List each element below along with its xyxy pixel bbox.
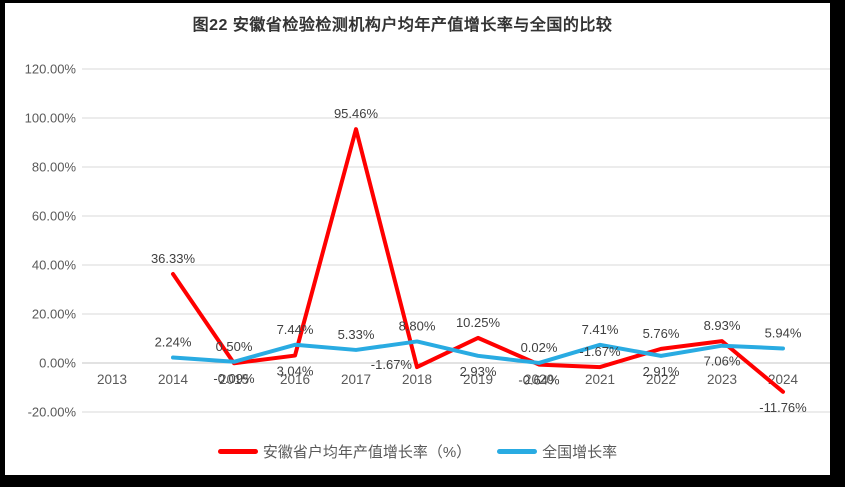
- x-axis-year-label: 2015: [219, 372, 249, 387]
- data-label: -11.76%: [759, 400, 807, 415]
- data-label: 7.44%: [277, 322, 314, 337]
- y-axis-tick-label: 80.00%: [32, 160, 77, 175]
- data-label: 5.33%: [338, 327, 375, 342]
- data-label: 36.33%: [151, 251, 196, 266]
- national-line: [171, 339, 785, 365]
- data-label: 3.04%: [277, 364, 314, 379]
- data-label: -1.67%: [371, 357, 413, 372]
- y-axis-tick-label: 60.00%: [32, 209, 77, 224]
- data-label: 7.41%: [582, 322, 619, 337]
- data-label: 8.93%: [704, 318, 741, 333]
- data-label: 10.25%: [456, 315, 501, 330]
- chart-title: 图22 安徽省检验检测机构户均年产值增长率与全国的比较: [192, 17, 613, 34]
- y-axis-tick-label: 120.00%: [25, 62, 77, 77]
- data-label: 5.76%: [643, 326, 680, 341]
- data-label: 95.46%: [334, 106, 379, 121]
- data-label: -1.67%: [579, 344, 621, 359]
- y-axis-tick-label: 0.00%: [39, 356, 76, 371]
- x-axis-year-label: 2017: [341, 372, 371, 387]
- data-label: 0.02%: [521, 340, 558, 355]
- anhui-line-swatch: [217, 449, 258, 454]
- legend: 安徽省户均年产值增长率（%） 全国增长率: [5, 441, 830, 462]
- data-label: 7.06%: [704, 354, 741, 369]
- y-axis-tick-label: 20.00%: [32, 307, 77, 322]
- x-axis-year-label: 2014: [158, 372, 189, 387]
- data-label: -0.64%: [518, 373, 560, 388]
- legend-item-anhui: 安徽省户均年产值增长率（%）: [217, 441, 472, 462]
- x-axis-year-label: 2021: [585, 372, 615, 387]
- legend-item-national: 全国增长率: [497, 441, 617, 462]
- chart-canvas: 图22 安徽省检验检测机构户均年产值增长率与全国的比较 120.00% 100.0…: [5, 3, 830, 475]
- legend-label-anhui: 安徽省户均年产值增长率（%）: [262, 444, 472, 461]
- line-chart-plot-area: 120.00% 100.00% 80.00% 60.00% 40.00% 20.00% 0.…: [25, 62, 830, 420]
- national-line-swatch: [497, 449, 538, 454]
- x-axis-year-label: 2013: [97, 372, 127, 387]
- data-label: 2.91%: [643, 364, 680, 379]
- y-axis-tick-label: 40.00%: [32, 258, 77, 273]
- data-label: 0.50%: [216, 339, 253, 354]
- data-label: 2.93%: [460, 364, 497, 379]
- data-label: 8.80%: [399, 318, 436, 333]
- x-axis-year-label: 2016: [280, 372, 310, 387]
- x-axis-year-label: 2023: [707, 372, 737, 387]
- x-axis-year-label: 2020: [524, 372, 554, 387]
- anhui-line: [171, 127, 785, 394]
- x-axis-year-label: 2022: [646, 372, 676, 387]
- legend-label-national: 全国增长率: [542, 444, 618, 461]
- y-axis-tick-label: 100.00%: [25, 111, 77, 126]
- y-axis-tick-label: -20.00%: [28, 405, 77, 420]
- data-label: 5.94%: [765, 325, 802, 340]
- data-label: -0.09%: [213, 371, 255, 386]
- x-axis-year-label: 2018: [402, 372, 432, 387]
- x-axis-year-label: 2019: [463, 372, 493, 387]
- data-label: 2.24%: [155, 335, 192, 350]
